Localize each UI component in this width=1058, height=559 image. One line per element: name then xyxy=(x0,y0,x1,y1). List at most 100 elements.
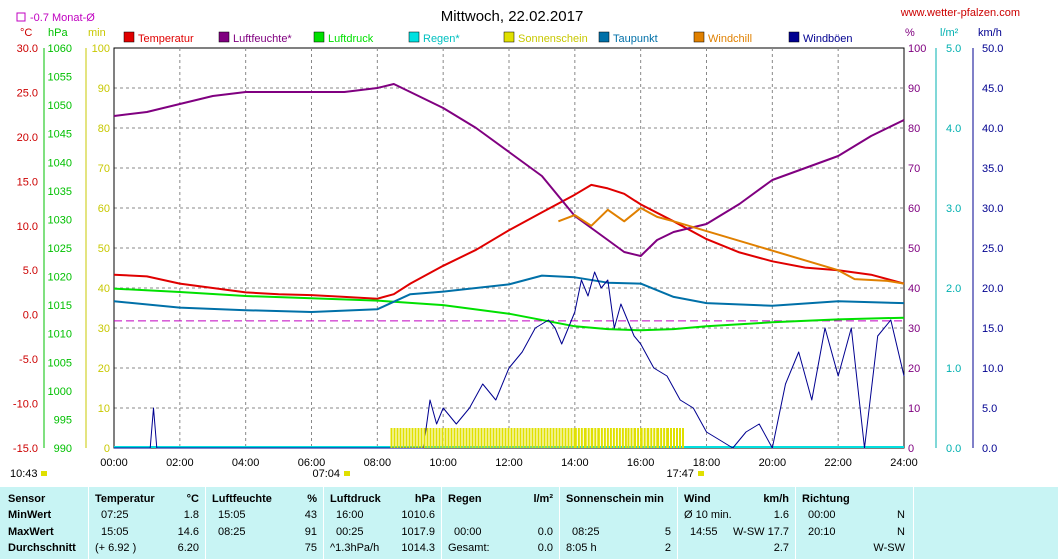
tick-temp: -10.0 xyxy=(13,399,38,411)
sunshine-bar xyxy=(587,428,590,448)
series-luftdruck xyxy=(113,287,905,332)
temp-max-val: 14.6 xyxy=(177,526,199,538)
sunshine-bar xyxy=(679,428,681,448)
legend-swatch xyxy=(788,31,800,43)
sunshine-bar xyxy=(507,428,510,448)
sunshine-bar xyxy=(414,428,417,448)
tick-temp: 5.0 xyxy=(23,265,38,277)
hum-max-time: 08:25 xyxy=(218,526,246,538)
col-dir: Richtung 00:00 N 20:10 N W-SW xyxy=(796,487,914,559)
sunshine-bar xyxy=(441,428,444,448)
tick-hum: 90 xyxy=(908,83,920,95)
sunshine-bar xyxy=(660,428,663,448)
sunshine-bar xyxy=(444,428,447,448)
sunshine-bar xyxy=(492,428,495,448)
sunshine-bar xyxy=(670,428,672,448)
tick-rain: 4.0 xyxy=(946,123,961,135)
temp-min-val: 1.8 xyxy=(183,509,199,521)
sunshine-bar xyxy=(546,428,549,448)
sun-avg-val: 2 xyxy=(664,542,671,554)
tick-press: 1030 xyxy=(48,214,72,226)
tick-press: 1015 xyxy=(48,300,72,312)
tick-wind: 10.0 xyxy=(982,363,1003,375)
tick-press: 1040 xyxy=(48,157,72,169)
sunshine-bar xyxy=(552,428,555,448)
dir-max-val: N xyxy=(897,526,905,538)
tick-rain: 2.0 xyxy=(946,283,961,295)
tick-x: 10:00 xyxy=(429,457,457,469)
hdr-rain-unit: l/m² xyxy=(533,493,553,505)
tick-sun: 70 xyxy=(98,163,110,175)
tick-hum: 30 xyxy=(908,323,920,335)
stats-table: Sensor MinWert MaxWert Durchschnitt Temp… xyxy=(0,487,1058,559)
sunshine-bar xyxy=(574,428,577,448)
grid xyxy=(114,48,904,448)
sunshine-bar xyxy=(591,428,594,448)
tick-x: 06:00 xyxy=(298,457,326,469)
unit-temp: °C xyxy=(20,27,32,39)
tick-x: 24:00 xyxy=(890,457,918,469)
tick-hum: 80 xyxy=(908,123,920,135)
rain-total-label: Gesamt: xyxy=(448,542,490,554)
row-label-max: MaxWert xyxy=(8,526,54,538)
tick-press: 1035 xyxy=(48,186,72,198)
sunshine-bar xyxy=(637,428,640,448)
press-max-val: 1017.9 xyxy=(401,526,435,538)
sunshine-bar xyxy=(650,428,653,448)
sunshine-bar xyxy=(549,428,552,448)
tick-x: 04:00 xyxy=(232,457,260,469)
sunshine-bar xyxy=(513,428,516,448)
series-taupunkt xyxy=(113,274,905,313)
sun-max-val: 5 xyxy=(664,526,671,538)
sun-total-hours: 8:05 h xyxy=(566,542,597,554)
col-hum: Luftfeuchte % 15:05 43 08:25 91 75 xyxy=(206,487,324,559)
sunshine-bar xyxy=(597,428,600,448)
legend-swatch xyxy=(123,31,135,43)
sunshine-bar xyxy=(426,428,429,448)
daylength-sun-marker xyxy=(41,471,47,476)
sunshine-bar xyxy=(584,428,587,448)
tick-hum: 10 xyxy=(908,403,920,415)
hdr-temp-unit: °C xyxy=(186,493,199,505)
sunshine-bar xyxy=(580,428,583,448)
hdr-sensor: Sensor xyxy=(8,493,46,505)
sunshine-bar xyxy=(534,428,537,448)
wind-max-val: W-SW 17.7 xyxy=(732,526,789,538)
press-max-time: 00:25 xyxy=(336,526,364,538)
tick-sun: 80 xyxy=(98,123,110,135)
hdr-rain: Regen xyxy=(448,493,482,505)
sunshine-bar xyxy=(450,428,453,448)
sunshine-bar xyxy=(643,428,646,448)
wind-min-val: 1.6 xyxy=(773,509,789,521)
tick-temp: -5.0 xyxy=(19,354,38,366)
tick-hum: 70 xyxy=(908,163,920,175)
sunshine-bar xyxy=(627,428,630,448)
sunshine-bar xyxy=(480,428,483,448)
col-sun: Sonnenschein min 08:25 5 8:05 h 2 xyxy=(560,487,678,559)
sunset-marker xyxy=(698,471,704,476)
hum-min-time: 15:05 xyxy=(218,509,246,521)
legend: Temperatur Luftfeuchte* Luftdruck Regen* Son… xyxy=(123,31,853,45)
press-avg-val: 1014.3 xyxy=(401,542,435,554)
sunshine-bar xyxy=(435,428,438,448)
sunshine-bar xyxy=(594,428,597,448)
legend-label: Windböen xyxy=(803,33,853,45)
sunshine-bar xyxy=(519,428,522,448)
tick-press: 1050 xyxy=(48,100,72,112)
col-press: Luftdruck hPa 16:00 1010.6 00:25 1017.9 … xyxy=(324,487,442,559)
sunshine-bar xyxy=(555,428,558,448)
sunset-label: 17:47 xyxy=(666,468,694,480)
col-wind: Wind km/h Ø 10 min. 1.6 14:55 W-SW 17.7 … xyxy=(678,487,796,559)
legend-swatch xyxy=(408,31,420,43)
sunshine-bar xyxy=(402,428,405,448)
sunshine-bar xyxy=(606,428,609,448)
tick-rain: 1.0 xyxy=(946,363,961,375)
chart-title: Mittwoch, 22.02.2017 xyxy=(441,8,584,25)
sunshine-bar xyxy=(510,428,513,448)
dir-min-time: 00:00 xyxy=(808,509,836,521)
hdr-press-unit: hPa xyxy=(414,493,435,505)
tick-x: 18:00 xyxy=(693,457,721,469)
hdr-sun: Sonnenschein min xyxy=(566,493,664,505)
hdr-dir: Richtung xyxy=(802,493,850,505)
source-link[interactable]: www.wetter-pfalzen.com xyxy=(900,7,1020,19)
